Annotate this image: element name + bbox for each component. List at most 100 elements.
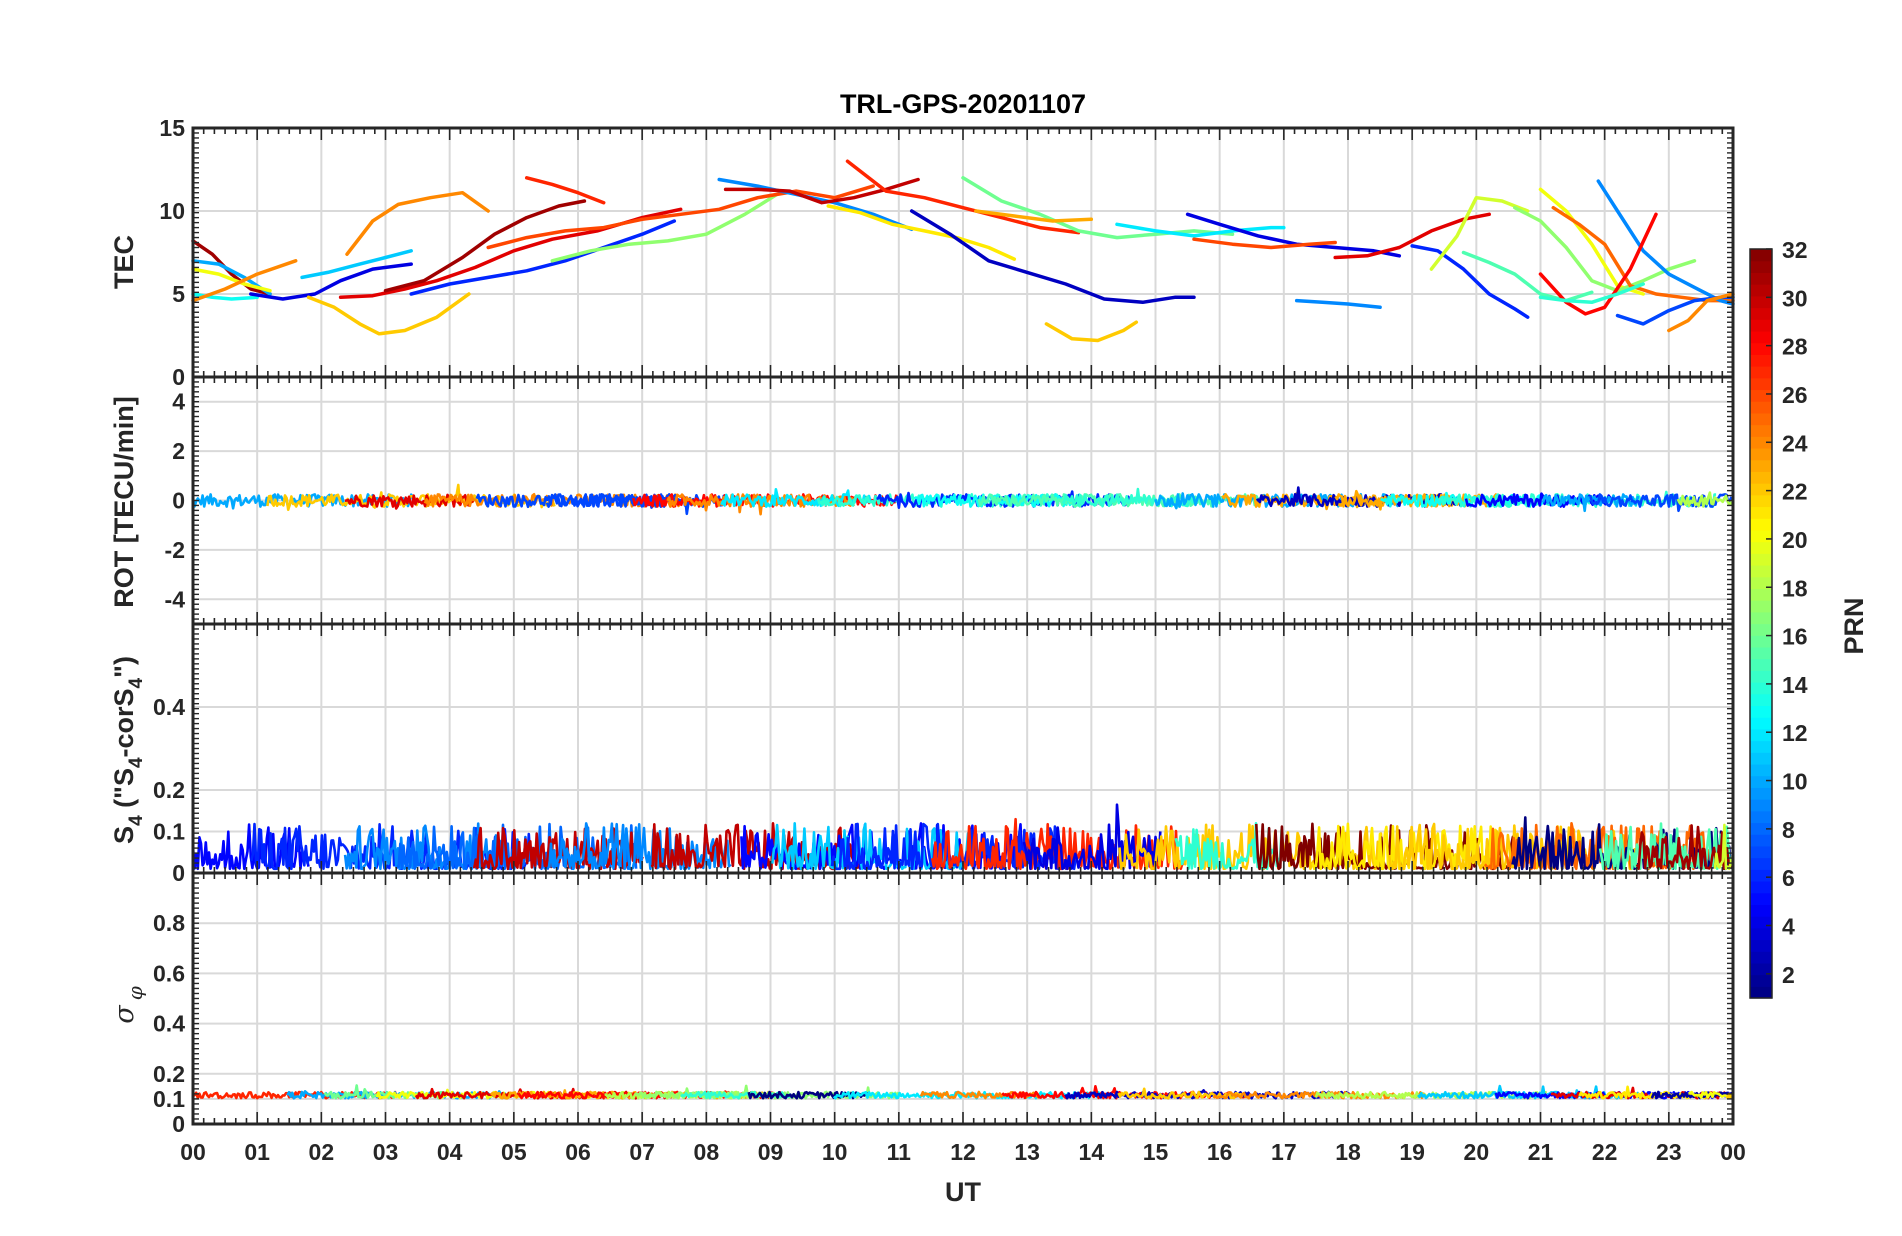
x-tick-label: 20 (1464, 1139, 1490, 1165)
colorbar-tick-label: 28 (1782, 334, 1808, 360)
tec-series-line (1410, 244, 1530, 319)
tec-series-line (191, 267, 272, 293)
data-trace (720, 487, 872, 508)
colorbar-segment (1750, 506, 1772, 519)
x-tick-label: 11 (887, 1139, 912, 1165)
colorbar-segment (1750, 541, 1772, 554)
tec-series-line (961, 176, 1235, 240)
tec-series-line (1538, 212, 1658, 316)
x-tick-label: 15 (1143, 1139, 1169, 1165)
data-trace (191, 493, 416, 510)
x-tick-label: 23 (1656, 1139, 1682, 1165)
y-tick-label: 10 (159, 198, 185, 224)
s4-ylabel-sub: 4 (126, 677, 147, 688)
s4-ylabel-sub: 4 (126, 757, 147, 768)
sigma-phi-ylabel: σφ (109, 986, 147, 1023)
colorbar-segment (1750, 588, 1772, 601)
x-tick-label: 04 (437, 1139, 463, 1165)
x-tick-label: 21 (1528, 1139, 1554, 1165)
tec-series-line (1667, 292, 1735, 333)
tec-series-line (1538, 282, 1645, 305)
colorbar-segment (1750, 494, 1772, 508)
colorbar-tick-label: 22 (1782, 479, 1808, 505)
x-tick-label: 01 (244, 1139, 270, 1165)
y-tick-label: 0 (172, 364, 185, 390)
colorbar-segment (1750, 529, 1772, 543)
tec-series-line (1192, 237, 1337, 250)
s4-ylabel-part: S (109, 826, 139, 844)
tec-series-line (845, 159, 1081, 235)
colorbar-segment (1750, 658, 1772, 671)
colorbar-segment (1750, 342, 1772, 355)
colorbar-segment (1750, 939, 1772, 952)
colorbar-segment (1750, 600, 1772, 613)
tec-series-line (974, 209, 1094, 223)
rot-ylabel: ROT [TECU/min] (109, 396, 139, 607)
colorbar-segment (1750, 611, 1772, 625)
colorbar-segment (1750, 354, 1772, 367)
colorbar-segment (1750, 740, 1772, 753)
colorbar-segment (1750, 916, 1772, 929)
colorbar-segment (1750, 307, 1772, 320)
y-tick-label: 5 (172, 281, 185, 307)
colorbar-segment (1750, 424, 1772, 437)
colorbar-tick-label: 32 (1782, 237, 1808, 263)
tec-ylabel: TEC (109, 235, 139, 289)
s4-ylabel-sub: 4 (126, 815, 147, 826)
y-tick-label: 0.1 (153, 819, 185, 845)
panel-frame (191, 871, 1735, 1126)
tec-series-line (826, 204, 1017, 261)
tec-series-line (1115, 222, 1286, 238)
y-tick-label: 0 (172, 1111, 185, 1137)
colorbar-segment (1750, 880, 1772, 894)
colorbar-segment (1750, 564, 1772, 578)
y-tick-label: 0.1 (153, 1086, 185, 1112)
x-tick-label: 17 (1271, 1139, 1297, 1165)
colorbar-segment (1750, 401, 1772, 414)
colorbar-segment (1750, 330, 1772, 344)
colorbar-tick-label: 10 (1782, 769, 1808, 795)
tec-series-line (1596, 179, 1735, 306)
s4-ylabel-part: ") (109, 656, 139, 678)
panel-data (191, 159, 1735, 343)
colorbar-tick-label: 6 (1782, 865, 1795, 891)
colorbar-segment (1750, 366, 1772, 379)
colorbar-segment (1750, 284, 1772, 297)
colorbar-segment (1750, 518, 1772, 531)
colorbar-segment (1750, 717, 1772, 730)
s4-ylabel-part: -corS (109, 688, 139, 757)
data-trace (548, 822, 732, 871)
y-tick-label: 0.6 (153, 960, 185, 986)
colorbar-segment (1750, 576, 1772, 589)
x-tick-label: 00 (180, 1139, 206, 1165)
panel-rot: -4 -2 0 2 4 (165, 375, 1735, 626)
colorbar-segment (1750, 799, 1772, 812)
tec-series-line (306, 292, 471, 336)
x-tick-label: 13 (1014, 1139, 1040, 1165)
panel-sigma-phi: 00.10.2 0.4 0.6 0.8 (153, 871, 1735, 1137)
data-trace (1598, 822, 1733, 871)
colorbar-segment (1750, 822, 1772, 835)
colorbar-segment (1750, 682, 1772, 695)
x-axis: 00 01 02 03 04 05 06 07 08 09 10 11 12 13 14 15 16 17 18 19… (180, 1139, 1746, 1165)
panel-data (191, 803, 1734, 871)
tec-series-line (524, 176, 606, 205)
data-trace (1676, 491, 1734, 508)
tec-series-line (191, 239, 272, 296)
x-tick-label: 09 (758, 1139, 784, 1165)
x-tick-label: 10 (822, 1139, 848, 1165)
x-tick-label: 22 (1592, 1139, 1618, 1165)
colorbar-segment (1750, 974, 1772, 987)
y-tick-label: 15 (159, 115, 185, 141)
chart-title: TRL-GPS-20201107 (840, 89, 1086, 119)
colorbar-segment (1750, 483, 1772, 496)
colorbar-segment (1750, 728, 1772, 742)
colorbar-segment (1750, 249, 1772, 262)
panel-s4: 0 0.1 0.2 0.4 (153, 622, 1735, 886)
data-trace (1688, 1090, 1732, 1100)
colorbar-segment (1750, 635, 1772, 648)
tec-series-line (383, 199, 587, 293)
colorbar-tick-label: 26 (1782, 382, 1808, 408)
